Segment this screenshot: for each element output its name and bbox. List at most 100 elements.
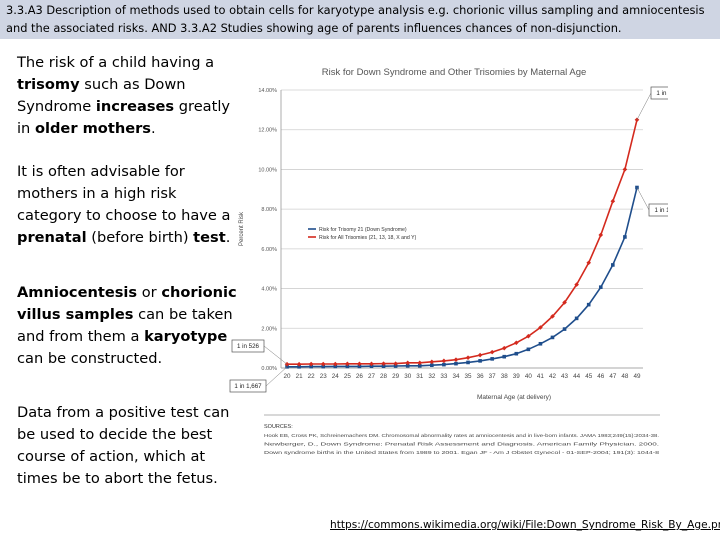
legend: Risk for Trisomy 21 (Down Syndrome) Risk … [308,227,417,241]
annotation-label: 1 in 8 [656,90,668,97]
text-run: The risk of a child having a [17,54,215,71]
paragraph-sampling-methods: Amniocentesis or chorionic villus sample… [17,282,242,370]
x-tick-label: 29 [392,373,400,380]
data-point [393,361,398,366]
y-tick-label: 2.00% [261,326,277,332]
data-point [538,325,543,330]
series-line [287,187,638,368]
text-run: Data from a positive test can be used to… [17,404,230,487]
x-tick-label: 26 [356,373,364,380]
text-run: can be constructed. [17,350,163,367]
data-point [598,285,603,289]
y-axis-label: Percent Risk [239,211,245,246]
text-run: such as Down Syndrome [17,76,186,115]
data-point [465,355,471,360]
data-point [442,362,446,367]
x-tick-label: 38 [501,373,509,380]
header-line-1: 3.3.A3 Description of methods used to ob… [6,3,705,17]
data-point [429,359,435,365]
x-tick-label: 43 [561,373,569,380]
bold-term: older mothers [34,120,151,137]
sources-heading: SOURCES: [264,424,293,430]
x-tick-label: 23 [320,373,328,380]
y-tick-label: 0.00% [261,366,277,372]
chart-title: Risk for Down Syndrome and Other Trisomi… [322,67,587,78]
data-point [405,364,410,368]
data-point [489,349,495,355]
data-point [297,365,301,369]
text-run: greatly in [17,98,231,137]
data-point [441,358,447,364]
legend-label: Risk for All Trisomies (21, 13, 18, X an… [319,235,417,241]
data-point [466,360,470,365]
data-point [490,357,494,361]
data-point [501,345,507,351]
data-point [345,364,350,369]
data-point [586,302,591,307]
data-point [478,359,482,363]
bold-term: increases [95,98,175,115]
data-point [562,327,567,331]
y-tick-label: 4.00% [261,287,277,293]
text-run: (before birth) [86,229,194,246]
annotation-leader [263,345,288,365]
data-point [309,364,313,369]
annotation-label: 1 in 11 [654,207,668,214]
bold-term: trisomy [17,76,80,93]
data-point [430,363,434,368]
x-tick-label: 41 [537,373,545,380]
x-tick-label: 48 [621,373,629,380]
data-point [357,364,362,369]
annotation-leader [265,366,288,387]
data-point [623,235,627,239]
data-point [514,340,519,346]
data-point [405,360,410,366]
x-tick-label: 20 [284,373,292,380]
text-run: or [137,284,162,301]
data-point [357,361,362,367]
data-point [622,167,628,172]
data-point [333,364,338,369]
annotation-box [229,379,267,393]
series-lines [284,117,640,369]
x-tick-label: 32 [428,373,436,380]
data-point [611,263,615,267]
series-line [287,119,638,366]
data-point [453,357,459,362]
text-run: It is often advisable for mothers in a h… [17,163,231,224]
bold-term: chorionic villus samples [17,284,237,323]
bold-term: prenatal [17,229,87,246]
annotation-label: 1 in 526 [237,343,260,350]
x-tick-label: 37 [489,373,497,380]
data-point [369,361,374,367]
source-link[interactable]: https://commons.wikimedia.org/wiki/File:… [330,519,720,531]
data-point [502,354,507,359]
data-point [574,282,579,287]
header-line-2: and the associated risks. AND 3.3.A2 Stu… [6,21,622,35]
x-tick-label: 28 [380,373,388,380]
data-point [296,361,302,367]
bold-term: test [193,229,226,246]
x-tick-label: 33 [440,373,448,380]
data-point [550,335,555,340]
x-tick-label: 36 [477,373,485,380]
data-point [598,232,604,238]
data-point [321,364,326,369]
data-point [526,347,531,352]
data-point [574,316,579,321]
x-tick-label: 25 [344,373,352,380]
paragraph-trisomy-risk: The risk of a child having a trisomy suc… [17,52,242,140]
paragraph-positive-test: Data from a positive test can be used to… [17,402,242,490]
data-point [345,361,350,367]
data-point [454,361,458,366]
data-point [634,117,640,123]
y-tick-label: 14.00% [258,88,277,94]
risk-chart: Risk for Down Syndrome and Other Trisomi… [228,57,679,477]
x-tick-label: 45 [585,373,593,380]
annotation-leader [636,92,652,120]
text-run: can be taken and from them a [17,306,233,345]
data-point [635,185,639,190]
grid-lines [280,89,643,369]
x-tick-label: 40 [525,373,533,380]
text-run: . [150,120,156,137]
